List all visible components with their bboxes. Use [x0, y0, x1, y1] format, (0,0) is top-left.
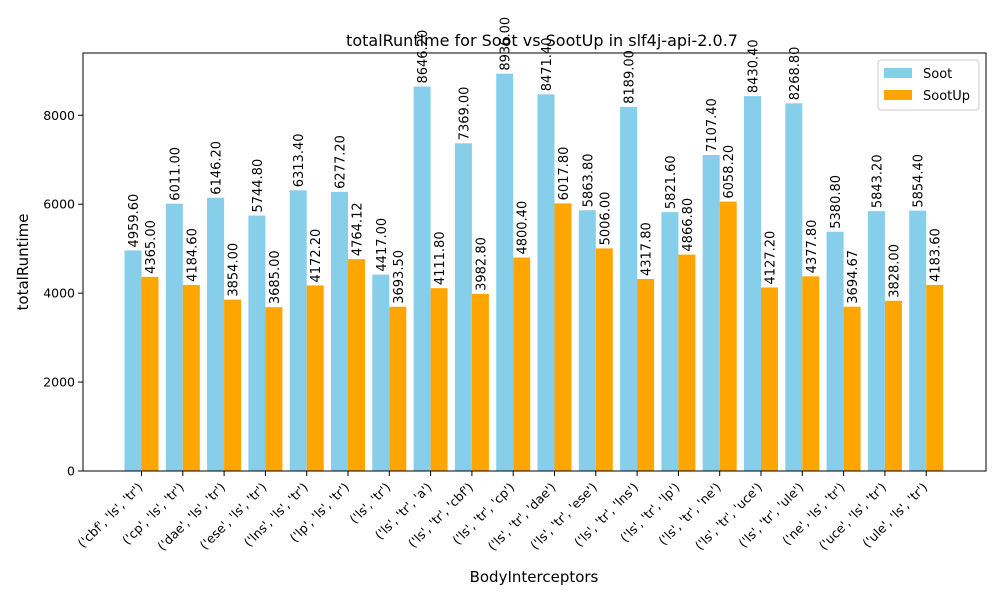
sootup-bar — [141, 276, 159, 471]
sootup-value-label: 3854.00 — [227, 243, 242, 297]
soot-bar — [578, 210, 596, 471]
soot-value-label: 8646.20 — [416, 30, 431, 84]
soot-value-label: 6313.40 — [292, 133, 307, 187]
soot-bar — [289, 190, 307, 471]
y-tick-label: 2000 — [43, 375, 75, 390]
sootup-legend-label: SootUp — [923, 89, 970, 104]
sootup-value-label: 6058.20 — [722, 145, 737, 199]
sootup-value-label: 3693.50 — [392, 250, 407, 304]
sootup-value-label: 4317.80 — [640, 222, 655, 276]
soot-value-label: 5821.60 — [664, 155, 679, 209]
soot-bar — [207, 197, 225, 472]
soot-value-label: 5744.80 — [251, 159, 266, 213]
soot-bar — [744, 96, 761, 471]
soot-bar — [867, 211, 885, 472]
soot-value-label: 5854.40 — [912, 154, 927, 208]
sootup-value-label: 4172.20 — [309, 229, 324, 283]
sootup-bar — [513, 257, 531, 471]
sootup-bar — [265, 307, 283, 471]
chart-title: totalRuntime for Soot vs SootUp in slf4j… — [346, 31, 738, 50]
sootup-bar — [719, 201, 737, 471]
soot-value-label: 6011.00 — [168, 147, 183, 201]
legend: Soot SootUp — [877, 59, 980, 111]
sootup-value-label: 4377.80 — [805, 220, 820, 274]
sootup-bar — [348, 259, 365, 471]
soot-value-label: 6277.20 — [334, 135, 349, 189]
soot-bar — [372, 274, 390, 471]
soot-value-label: 5380.80 — [829, 175, 844, 229]
soot-value-label: 8936.00 — [499, 17, 514, 71]
sootup-bar — [182, 284, 200, 471]
soot-bar — [785, 103, 803, 471]
soot-value-label: 4417.00 — [375, 218, 390, 272]
sootup-bar — [926, 284, 944, 471]
soot-bar — [826, 231, 844, 471]
y-tick-label: 8000 — [43, 108, 75, 123]
soot-value-label: 8430.40 — [747, 39, 762, 93]
sootup-value-label: 3828.00 — [887, 244, 902, 298]
sootup-bar — [306, 285, 324, 471]
data-labels-layer: 4959.60 6011.00 6146.20 5744.80 6313.40 6277.… — [127, 17, 944, 304]
sootup-value-label: 4365.00 — [144, 220, 159, 274]
sootup-bar — [554, 203, 572, 471]
plot-frame — [82, 52, 987, 472]
y-tick-label: 6000 — [43, 197, 75, 212]
soot-bar — [248, 215, 266, 471]
sootup-value-label: 3694.67 — [846, 250, 861, 304]
soot-bar — [165, 203, 183, 472]
soot-value-label: 5843.20 — [870, 154, 885, 208]
sootup-value-label: 4127.20 — [764, 231, 779, 285]
sootup-bar — [224, 299, 242, 471]
sootup-bar — [471, 293, 489, 471]
soot-bar — [496, 73, 514, 472]
sootup-bar — [802, 276, 820, 471]
soot-value-label: 8189.00 — [623, 50, 638, 104]
soot-legend-label: Soot — [923, 67, 952, 82]
sootup-value-label: 5006.00 — [598, 192, 613, 246]
sootup-value-label: 4866.80 — [681, 198, 696, 252]
sootup-legend-swatch — [884, 90, 912, 100]
sootup-value-label: 3982.80 — [474, 237, 489, 291]
sootup-value-label: 3685.00 — [268, 250, 283, 304]
soot-bar — [124, 250, 142, 471]
soot-value-label: 7369.00 — [457, 87, 472, 141]
soot-bar — [413, 86, 431, 471]
sootup-bar — [430, 288, 448, 471]
sootup-bar — [678, 254, 696, 471]
bars-layer — [124, 73, 944, 472]
soot-bar — [702, 154, 720, 472]
soot-value-label: 7107.40 — [705, 98, 720, 152]
sootup-bar — [637, 278, 655, 471]
soot-bar — [331, 191, 348, 471]
sootup-value-label: 4800.40 — [516, 201, 531, 255]
soot-bar — [454, 143, 472, 471]
sootup-value-label: 4184.60 — [185, 228, 200, 282]
sootup-value-label: 4764.12 — [351, 202, 366, 256]
sootup-bar — [884, 300, 902, 471]
soot-bar — [661, 212, 679, 471]
soot-value-label: 8268.80 — [788, 47, 803, 101]
soot-legend-swatch — [884, 68, 912, 78]
soot-bar — [537, 94, 555, 471]
sootup-bar — [595, 248, 613, 471]
soot-value-label: 6146.20 — [210, 141, 225, 195]
sootup-bar — [843, 306, 861, 471]
y-tick-label: 4000 — [43, 286, 75, 301]
sootup-bar — [389, 306, 407, 471]
soot-value-label: 5863.80 — [581, 153, 596, 207]
sootup-bar — [761, 287, 778, 471]
soot-bar — [909, 210, 927, 471]
soot-value-label: 4959.60 — [127, 194, 142, 248]
soot-bar — [620, 106, 638, 471]
x-axis-label: BodyInterceptors — [470, 568, 599, 586]
y-axis-label: totalRuntime — [14, 214, 32, 311]
y-tick-label: 0 — [67, 464, 75, 479]
sootup-value-label: 4111.80 — [433, 231, 448, 285]
sootup-value-label: 4183.60 — [929, 228, 944, 282]
soot-value-label: 8471.40 — [540, 38, 555, 92]
sootup-value-label: 6017.80 — [557, 147, 572, 201]
